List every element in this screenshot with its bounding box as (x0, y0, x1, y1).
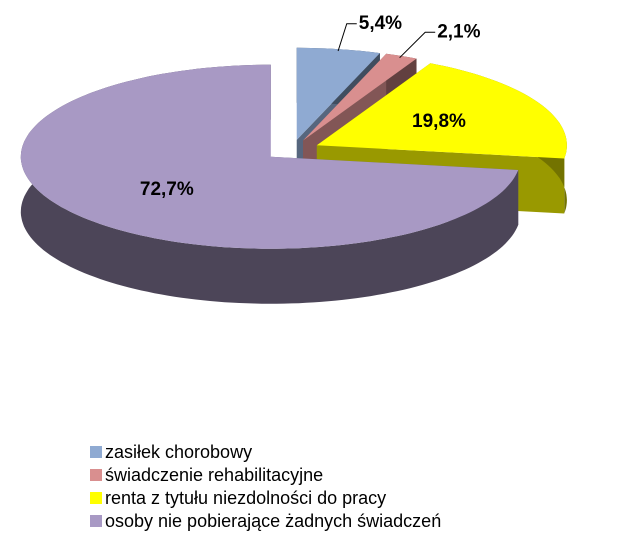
data-label: 72,7% (140, 179, 194, 200)
legend-swatch (90, 515, 102, 527)
slice (303, 53, 417, 141)
slice (296, 47, 380, 140)
legend-swatch (90, 469, 102, 481)
legend-label: zasiłek chorobowy (105, 442, 252, 462)
data-label: 19,8% (412, 111, 466, 132)
slice (20, 64, 519, 249)
legend-swatch (90, 492, 102, 504)
legend-label: świadczenie rehabilitacyjne (105, 465, 323, 485)
slice (20, 64, 519, 304)
legend-swatch (90, 446, 102, 458)
leader-line (337, 23, 357, 52)
legend-label: renta z tytułu niezdolności do pracy (105, 488, 386, 508)
legend-label: osoby nie pobierające żadnych świadczeń (105, 511, 441, 531)
data-label: 5,4% (359, 13, 402, 34)
slice (316, 63, 567, 159)
data-label: 2,1% (437, 21, 480, 42)
leader-line (399, 31, 436, 59)
